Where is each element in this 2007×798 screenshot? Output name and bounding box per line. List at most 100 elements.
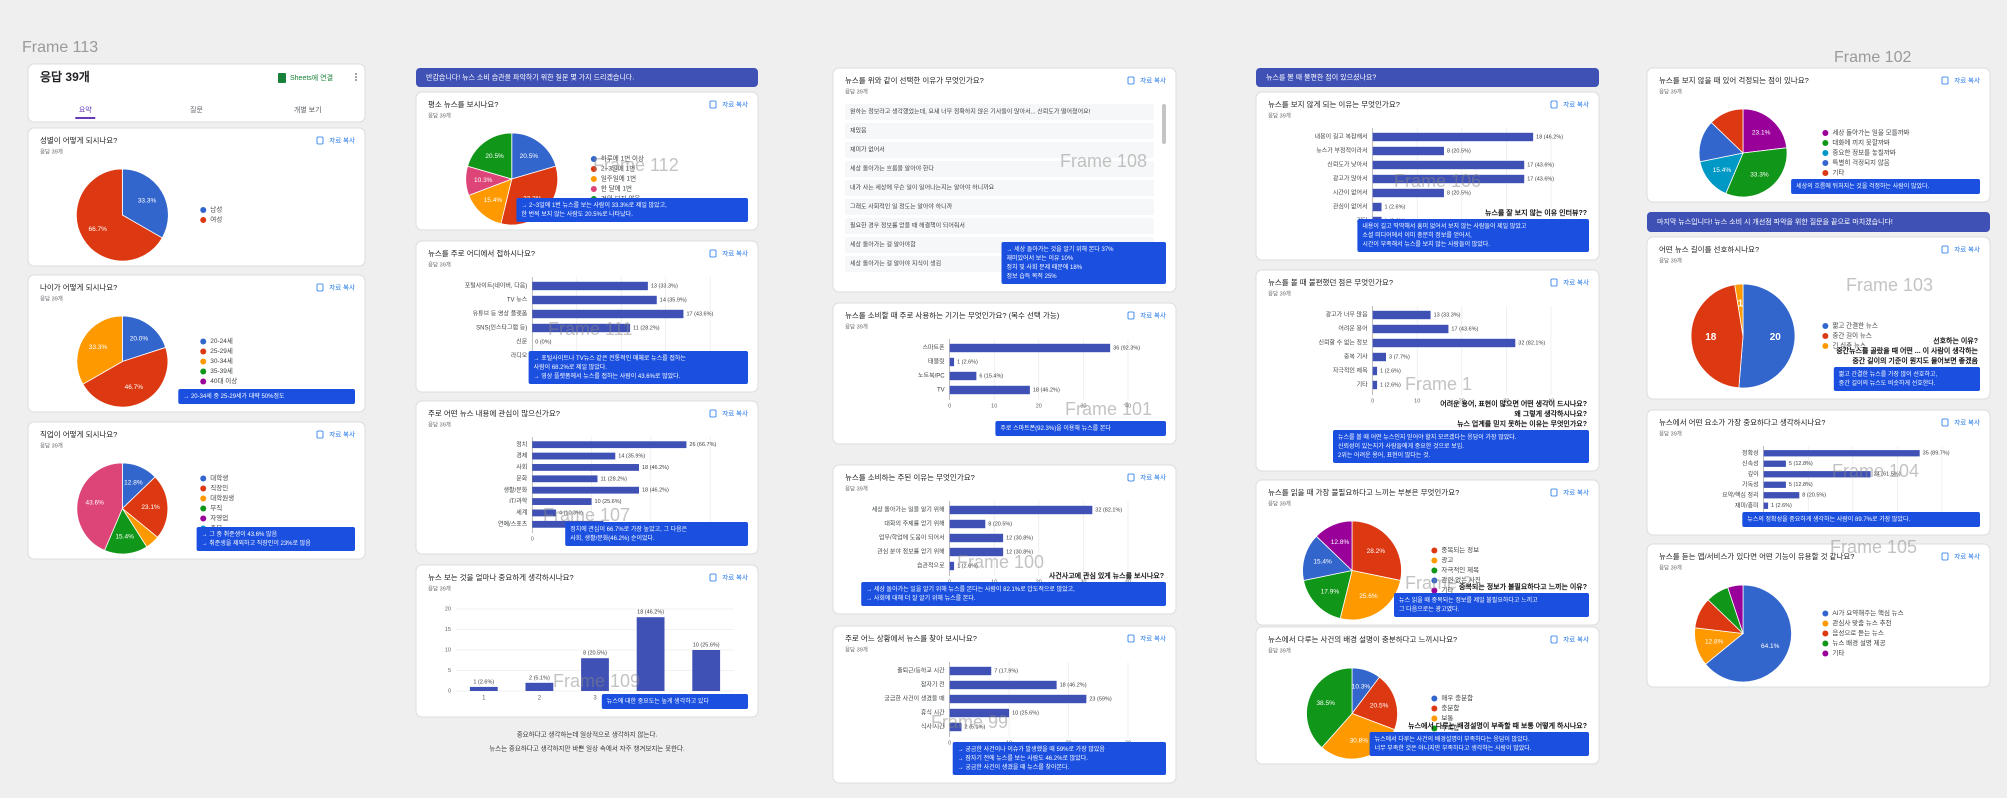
sheets-link[interactable]: Sheets에 연결 <box>290 73 333 82</box>
bar <box>1372 188 1444 198</box>
bar-value-label: 8 (20.5%) <box>988 521 1012 527</box>
remark: 어려운 용어, 표현이 많으면 어떤 생각이 드시나요? <box>1440 399 1587 408</box>
note-text: 짧고 간결한 뉴스를 가장 많이 선호하고, <box>1839 370 1938 378</box>
copy-button[interactable]: 자료 복사 <box>329 430 355 439</box>
slice-label: 10.3% <box>474 177 493 184</box>
copy-button[interactable]: 자료 복사 <box>329 283 355 292</box>
survey-card: 직업이 어떻게 되시나요? 응답 39개 자료 복사 12.8% 23.1% 15.4% 4… <box>27 421 366 560</box>
bar <box>636 617 665 691</box>
note-text: 2위는 어려운 용어, 표현이 많다는 것. <box>1338 451 1431 459</box>
note-text: → 취준생을 제외하고 직장인이 23%로 많음 <box>202 539 312 547</box>
bar-value-label: 12 (30.8%) <box>1006 535 1033 541</box>
category-label: 식사 시간 <box>921 723 945 731</box>
slice-label: 17.9% <box>1321 588 1340 595</box>
copy-button[interactable]: 자료 복사 <box>1954 76 1980 85</box>
copy-button[interactable]: 자료 복사 <box>1563 278 1589 287</box>
copy-button[interactable]: 자료 복사 <box>1140 311 1166 320</box>
copy-button[interactable]: 자료 복사 <box>1954 418 1980 427</box>
bar-value-label: 18 (46.2%) <box>637 610 664 616</box>
response-text: 그래도 사회적인 일 정도는 알아야 하니까 <box>850 203 953 211</box>
category-label: 신뢰할 수 없는 정보 <box>1318 339 1368 347</box>
copy-button[interactable]: 자료 복사 <box>722 573 748 582</box>
legend-swatch <box>1431 695 1438 702</box>
question-title: 뉴스를 읽을 때 가장 불필요하다고 느끼는 부분은 무엇인가요? <box>1268 487 1459 497</box>
legend-label: AI가 요약해주는 핵심 뉴스 <box>1832 608 1903 617</box>
response-row <box>845 218 1154 234</box>
copy-button[interactable]: 자료 복사 <box>722 249 748 258</box>
category-label: 관심이 없어서 <box>1333 203 1368 211</box>
survey-card: 어떤 뉴스 길이를 선호하시나요? 응답 39개 자료 복사 20 18 1 짧고 간결한 … <box>1646 236 1991 400</box>
bar-value-label: 32 (82.1%) <box>1095 507 1122 513</box>
legend-swatch <box>1822 150 1829 156</box>
slice-label: 1 <box>1738 299 1744 310</box>
bar-value-label: 10 (25.6%) <box>1012 710 1039 716</box>
pie-slice <box>76 462 123 551</box>
note-text: → 세상 돌아가는 것을 알기 위해 본다 37% <box>1007 245 1115 253</box>
copy-button[interactable]: 자료 복사 <box>722 409 748 418</box>
slice-label: 15.4% <box>1313 559 1332 566</box>
copy-button[interactable]: 자료 복사 <box>1563 488 1589 497</box>
bar-value-label: 3 (7.7%) <box>1389 354 1410 360</box>
bar-value-label: 7 (17.9%) <box>994 668 1018 674</box>
survey-card: 뉴스를 소비할 때 주로 사용하는 기기는 무엇인가요? (복수 선택 가능) 응… <box>832 302 1177 445</box>
legend-label: 대학생 <box>210 473 228 482</box>
category-label: 관심 분야 정보를 얻기 위해 <box>877 548 944 556</box>
legend-label: 하루에 1번 이상 <box>601 154 644 163</box>
frame-label: Frame 106 <box>1394 171 1481 191</box>
tab[interactable]: 요약 <box>79 105 92 114</box>
response-count: 응답 39개 <box>845 322 868 330</box>
bar <box>1763 460 1786 467</box>
copy-button[interactable]: 자료 복사 <box>1140 76 1166 85</box>
tab[interactable]: 개별 보기 <box>294 105 322 114</box>
note-box <box>1333 430 1589 463</box>
bar-value-label: 11 (28.2%) <box>600 476 627 482</box>
survey-card: 뉴스에서 다루는 사건의 배경 설명이 충분하다고 느끼시나요? 응답 39개 자료… <box>1255 626 1600 765</box>
note-text: → 포털사이트나 TV뉴스 같은 전통적인 매체로 뉴스를 접하는 <box>534 354 687 362</box>
copy-button[interactable]: 자료 복사 <box>1140 473 1166 482</box>
bar <box>949 694 1087 704</box>
response-count: 응답 39개 <box>1268 111 1291 119</box>
pie-slice <box>121 168 169 239</box>
category-label: 업무/학업에 도움이 되어서 <box>879 534 945 542</box>
response-text: 재밌음 <box>850 127 867 135</box>
question-title: 뉴스를 주로 어디에서 접하시나요? <box>428 248 535 258</box>
x-tick-label: 1 <box>482 696 486 702</box>
x-tick-label: 0 <box>531 536 534 542</box>
bar <box>1763 471 1871 478</box>
copy-button[interactable]: 자료 복사 <box>1954 245 1980 254</box>
category-label: 가독성 <box>1742 480 1759 488</box>
category-label: 연예/스포츠 <box>498 520 528 528</box>
note-text: 뉴스에서 다루는 사건의 배경설명이 부족하다는 응답이 많았다. <box>1375 735 1531 743</box>
copy-button[interactable]: 자료 복사 <box>1563 100 1589 109</box>
remark: 뉴스를 잘 보지 않는 이유 인터뷰?? <box>1485 208 1587 217</box>
legend-swatch <box>1431 557 1438 564</box>
note-text: 정보 습득 목적 25% <box>1007 272 1058 280</box>
remark: 중복되는 정보가 불필요하다고 느끼는 이유? <box>1459 582 1587 591</box>
copy-button[interactable]: 자료 복사 <box>329 136 355 145</box>
frame-label: Frame 2 <box>1405 573 1472 593</box>
slice-label: 46.7% <box>125 384 144 391</box>
note-text: 뉴스를 볼 때 어떤 뉴스인지 믿어야 할지 모르겠다는 응답이 가장 많았다. <box>1338 433 1517 441</box>
copy-icon <box>316 136 324 145</box>
legend-swatch <box>1822 630 1829 637</box>
bar <box>1372 202 1382 212</box>
category-label: 문화 <box>516 475 528 482</box>
note-text: → 잠자기 전에 뉴스를 보는 사람도 46.2%로 많았다. <box>958 754 1089 762</box>
bar <box>532 498 592 505</box>
x-tick-label: 0 <box>1371 398 1374 404</box>
copy-button[interactable]: 자료 복사 <box>1954 552 1980 561</box>
bar <box>532 452 616 460</box>
legend-label: 광고 <box>1441 556 1453 564</box>
note-text: 뉴스에 대한 중요도는 높게 생각하고 있다 <box>607 697 710 705</box>
bar <box>1763 481 1786 488</box>
copy-button[interactable]: 자료 복사 <box>722 100 748 109</box>
bar <box>532 309 684 319</box>
copy-button[interactable]: 자료 복사 <box>1140 634 1166 643</box>
x-tick-label: 20 <box>1459 398 1465 404</box>
tab[interactable]: 질문 <box>190 106 203 114</box>
copy-button[interactable]: 자료 복사 <box>1563 635 1589 644</box>
x-tick-label: 20 <box>1036 403 1042 409</box>
frame-label: Frame 111 <box>548 319 632 339</box>
